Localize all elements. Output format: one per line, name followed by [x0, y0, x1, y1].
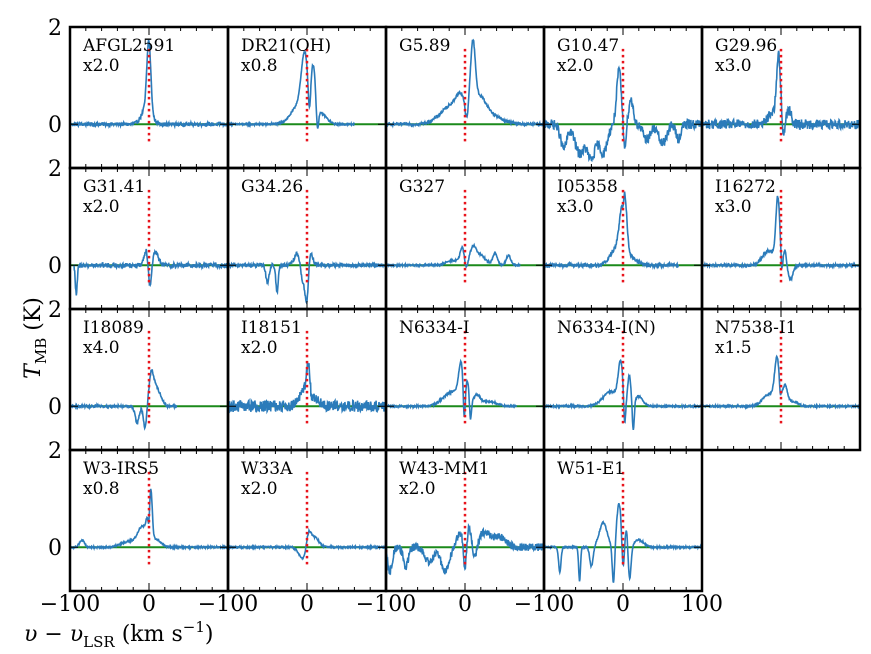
panel-w51-e1: W51-E1 — [542, 448, 704, 593]
panel-n6334-i-n-: N6334-I(N) — [542, 307, 704, 452]
y-tick-label: 2 — [48, 439, 62, 464]
y-tick-label: 0 — [48, 254, 62, 279]
spectrum-line — [70, 369, 178, 431]
spectrum-line — [386, 358, 518, 420]
y-axis-label: TMB (K) — [21, 297, 50, 379]
source-name-label: AFGL2591 — [82, 36, 175, 56]
x-tick-label: −100 — [40, 592, 100, 617]
source-name-label: N7538-I1 — [715, 318, 796, 338]
panel-frame — [700, 307, 862, 452]
y-tick-label: 0 — [48, 395, 62, 420]
scale-factor-label: x3.0 — [557, 197, 594, 217]
source-name-label: N6334-I(N) — [557, 318, 656, 338]
scale-factor-label: x1.5 — [715, 338, 752, 358]
scale-factor-label: x2.0 — [399, 479, 436, 499]
scale-factor-label: x2.0 — [83, 197, 120, 217]
spectrum-line — [386, 242, 521, 269]
x-tick-label: −100 — [514, 592, 574, 617]
x-tick-label: 0 — [300, 592, 314, 617]
spectrum-line — [386, 523, 544, 576]
y-tick-label: 2 — [48, 16, 62, 41]
source-name-label: W51-E1 — [557, 459, 625, 479]
scale-factor-label: x2.0 — [83, 56, 120, 76]
x-axis-label: υ − υLSR (km s−1) — [24, 618, 213, 651]
spectrum-line — [702, 354, 860, 411]
panel-n6334-i: N6334-I — [384, 307, 546, 452]
spectrum-line — [228, 527, 386, 561]
x-axis-label-unit-post: ) — [205, 622, 214, 647]
source-name-label: G34.26 — [241, 177, 303, 197]
x-tick-label: 0 — [458, 592, 472, 617]
source-name-label: W3-IRS5 — [83, 459, 159, 479]
x-axis-label-unit-sup: −1 — [183, 618, 205, 636]
panel-frame — [542, 448, 704, 593]
scale-factor-label: x2.0 — [241, 338, 278, 358]
x-tick-label: 0 — [142, 592, 156, 617]
y-axis-label-main: T — [21, 362, 46, 379]
x-tick-label: 100 — [681, 592, 723, 617]
source-name-label: W33A — [241, 459, 293, 479]
source-name-label: W43-MM1 — [399, 459, 489, 479]
source-name-label: N6334-I — [399, 318, 470, 338]
panel-g34-26: G34.26 — [226, 166, 388, 311]
spectrum-line — [544, 191, 680, 271]
scale-factor-label: x3.0 — [715, 197, 752, 217]
source-name-label: G327 — [399, 177, 445, 197]
panel-dr21-oh-: DR21(OH)x0.8 — [226, 25, 388, 170]
y-tick-label: 0 — [48, 113, 62, 138]
source-name-label: I18089 — [83, 318, 144, 338]
scale-factor-label: x0.8 — [83, 479, 120, 499]
x-axis-label-unit-pre: (km s — [115, 622, 183, 647]
scale-factor-label: x3.0 — [715, 56, 752, 76]
x-axis-label-sub: LSR — [83, 633, 115, 651]
x-tick-label: −100 — [198, 592, 258, 617]
scale-factor-label: x0.8 — [241, 56, 278, 76]
source-name-label: I05358 — [557, 177, 618, 197]
spectrum-line — [544, 65, 702, 163]
y-tick-label: 2 — [48, 298, 62, 323]
source-name-label: G29.96 — [715, 36, 777, 56]
source-name-label: G31.41 — [83, 177, 145, 197]
source-name-label: I16272 — [715, 177, 776, 197]
spectrum-line — [70, 488, 228, 552]
spectrum-line — [228, 50, 356, 129]
y-axis-label-sub: MB — [32, 338, 50, 364]
source-name-label: G10.47 — [557, 36, 619, 56]
x-axis-label-main: υ − υ — [24, 622, 83, 647]
source-name-label: G5.89 — [399, 36, 450, 56]
scale-factor-label: x2.0 — [241, 479, 278, 499]
spectrum-line — [73, 248, 228, 296]
scale-factor-label: x2.0 — [557, 56, 594, 76]
spectrum-line — [70, 39, 228, 130]
panel-g5-89: G5.89 — [384, 25, 546, 170]
panel-g327: G327 — [384, 166, 546, 311]
source-name-label: DR21(OH) — [241, 36, 331, 56]
source-name-label: I18151 — [241, 318, 302, 338]
y-tick-label: 2 — [48, 157, 62, 182]
x-tick-label: −100 — [356, 592, 416, 617]
y-axis-label-unit: (K) — [21, 297, 46, 338]
y-tick-label: 0 — [48, 536, 62, 561]
spectrum-line — [544, 503, 702, 583]
scale-factor-label: x4.0 — [83, 338, 120, 358]
spectrum-line — [228, 361, 386, 415]
spectrum-line — [702, 50, 860, 136]
spectrum-line — [544, 358, 702, 431]
x-tick-label: 0 — [616, 592, 630, 617]
spectrum-line — [228, 251, 386, 306]
